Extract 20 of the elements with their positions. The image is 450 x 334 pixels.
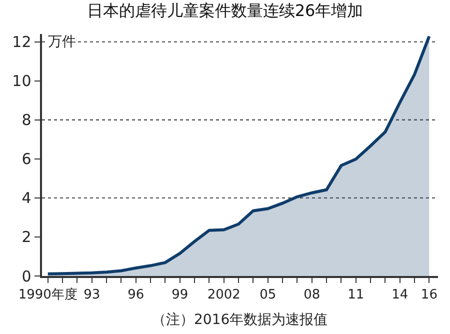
x-tick-label: 99 — [172, 287, 188, 302]
y-tick-label: 10 — [12, 72, 32, 90]
y-tick-label: 12 — [12, 33, 32, 52]
x-tick-label: 16 — [420, 287, 438, 302]
x-tick-label: 11 — [348, 287, 364, 302]
chart-title: 日本的虐待儿童案件数量连续26年增加 — [86, 1, 364, 20]
x-tick-label: 08 — [304, 287, 320, 302]
x-tick-label: 05 — [260, 287, 276, 302]
y-axis-title: 万件 — [48, 34, 76, 50]
y-tick-label: 8 — [22, 111, 32, 130]
x-tick-label: 14 — [392, 287, 408, 302]
text: （注）2016年数据为速报值 — [152, 312, 328, 328]
x-tick-label: 96 — [128, 287, 144, 302]
y-tick-label: 2 — [22, 228, 32, 246]
x-tick-label: 93 — [84, 287, 100, 302]
y-tick-label: 4 — [22, 189, 32, 208]
x-tick-label: 2002 — [207, 287, 240, 302]
y-tick-label: 0 — [22, 267, 32, 286]
x-tick-label: 1990年度 — [18, 286, 78, 302]
y-tick-label: 6 — [22, 150, 32, 168]
